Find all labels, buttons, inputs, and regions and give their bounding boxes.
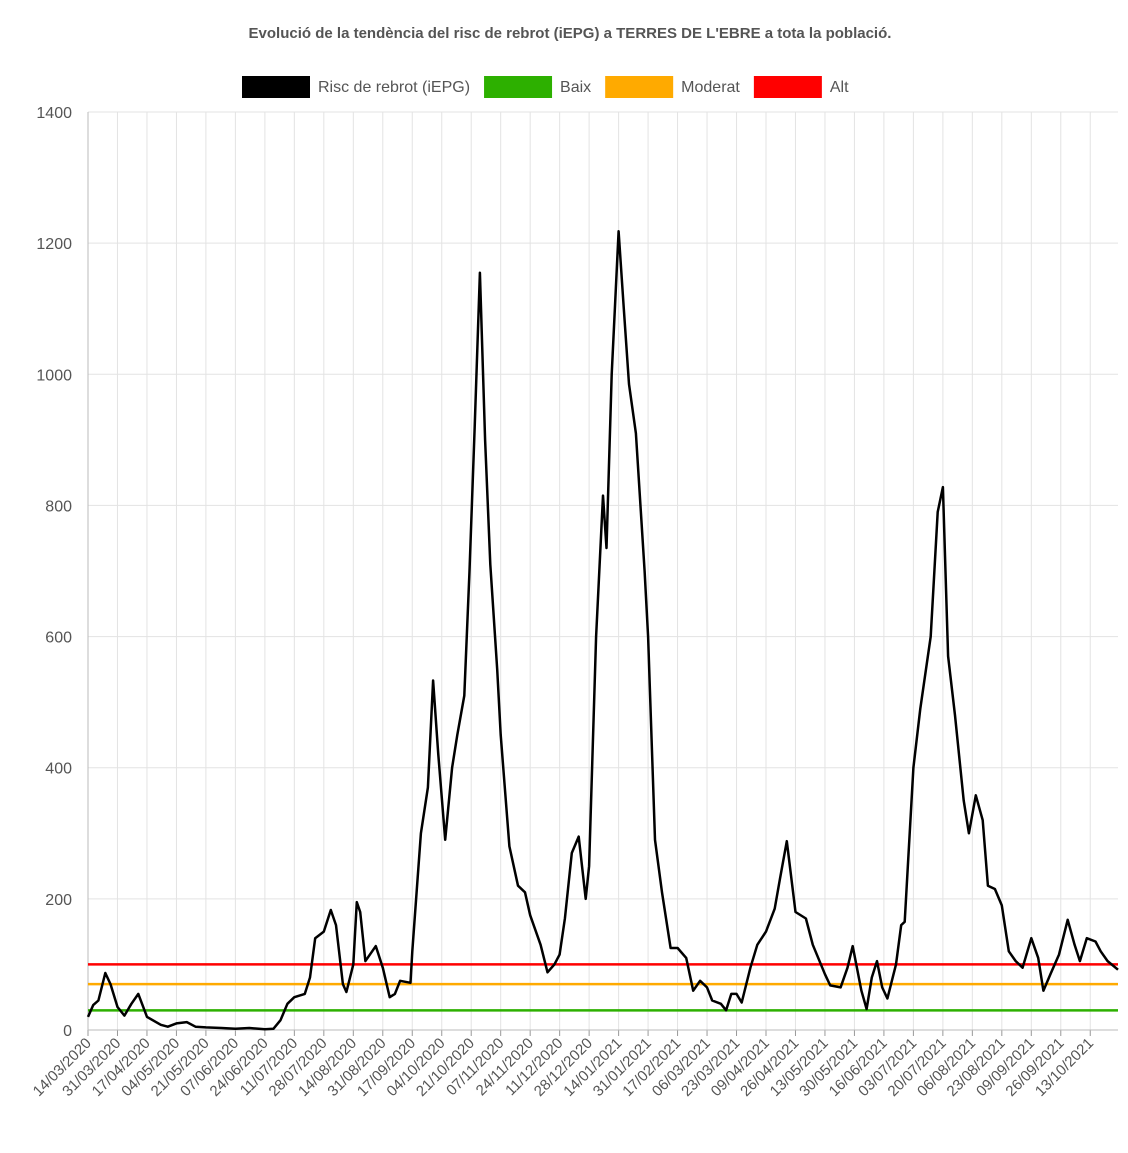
- legend-label: Alt: [830, 79, 849, 96]
- legend-label: Risc de rebrot (iEPG): [318, 79, 470, 96]
- grid: [87, 111, 1118, 1036]
- y-tick-label: 1000: [36, 367, 72, 384]
- legend-swatch: [484, 76, 553, 98]
- legend-label: Baix: [560, 79, 591, 96]
- y-tick-label: 600: [45, 630, 72, 647]
- y-tick-label: 200: [45, 892, 72, 909]
- legend: Risc de rebrot (iEPG) Baix Moderat Alt: [242, 76, 849, 98]
- legend-swatch: [753, 76, 822, 98]
- legend-label: Moderat: [681, 79, 740, 96]
- legend-swatch: [605, 76, 674, 98]
- y-tick-label: 1400: [36, 105, 72, 122]
- y-tick-label: 1200: [36, 236, 72, 253]
- plot: [86, 230, 1119, 1031]
- data-line: [86, 230, 1119, 1031]
- legend-swatch: [242, 76, 310, 98]
- y-tick-label: 400: [45, 761, 72, 778]
- y-tick-label: 800: [45, 498, 72, 515]
- y-tick-label: 0: [63, 1023, 72, 1040]
- chart-title: Evolució de la tendència del risc de reb…: [249, 25, 892, 42]
